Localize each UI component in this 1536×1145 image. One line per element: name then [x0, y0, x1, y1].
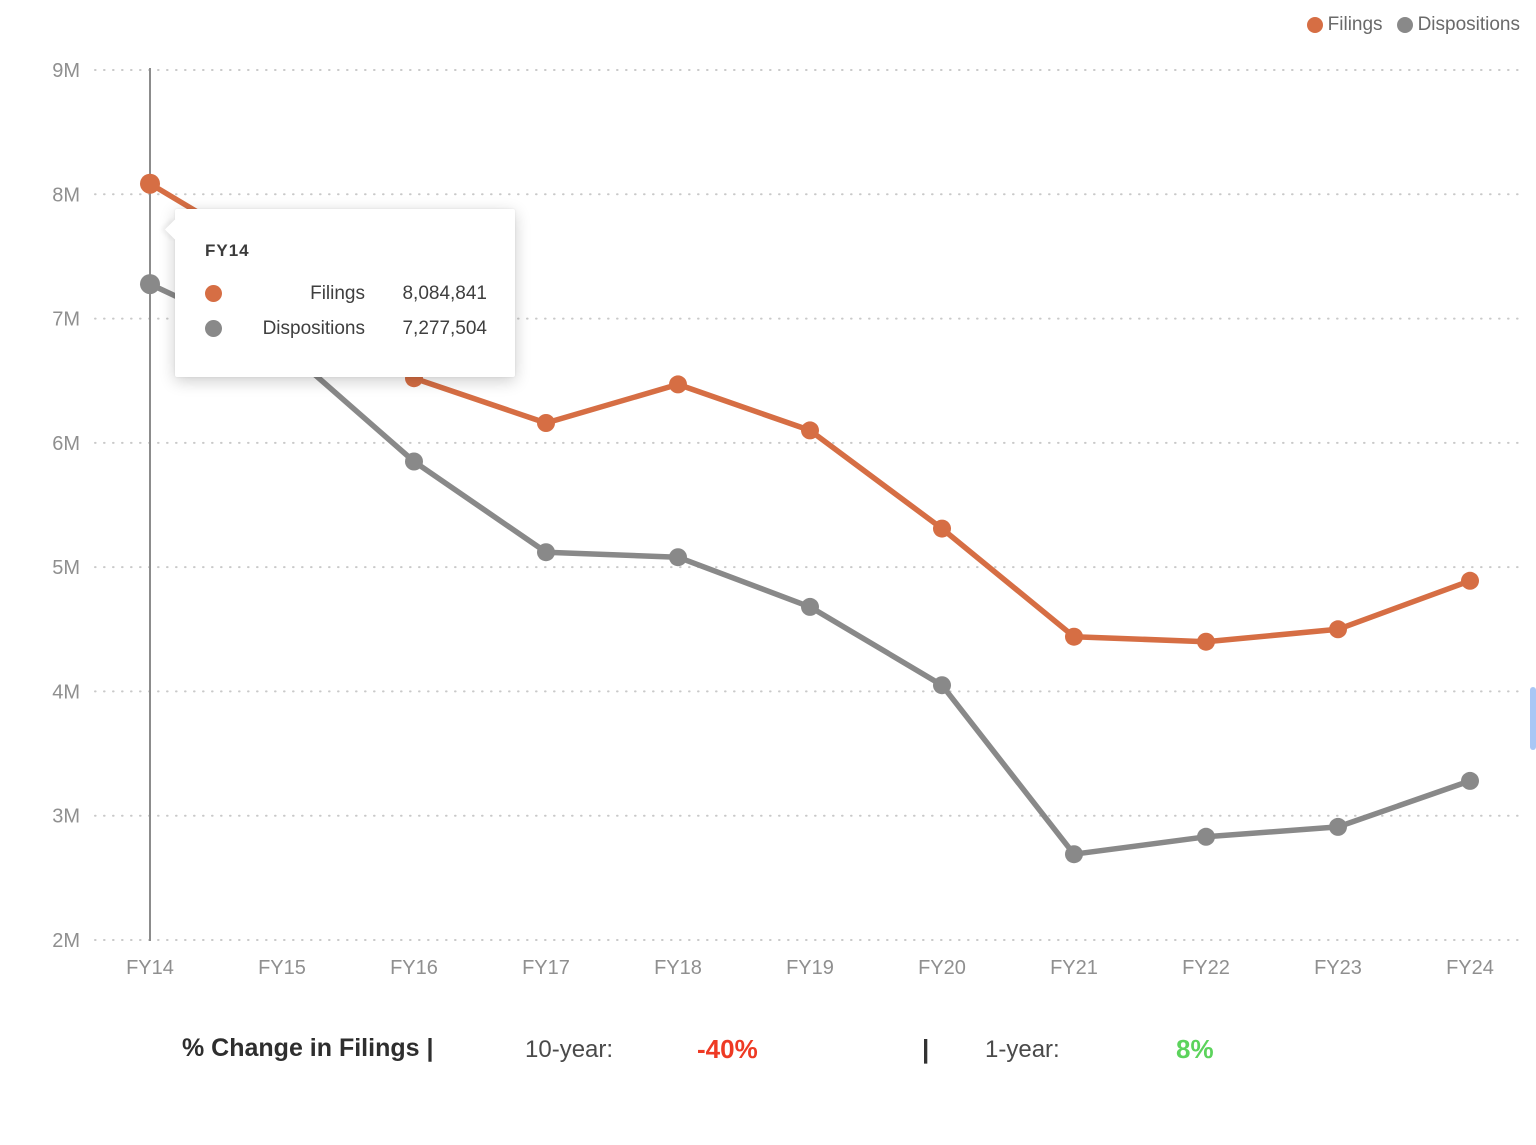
x-axis-label: FY19 [786, 957, 834, 979]
legend-item-dispositions[interactable]: Dispositions [1396, 14, 1520, 36]
tooltip-title: FY14 [205, 241, 250, 260]
x-axis-label: FY15 [258, 957, 306, 979]
x-axis-label: FY24 [1446, 957, 1494, 979]
x-axis-label: FY14 [126, 957, 174, 979]
series-dot-icon [205, 285, 222, 302]
pct-change-label: % Change in Filings | [182, 1034, 434, 1062]
x-axis-label: FY23 [1314, 957, 1362, 979]
y-axis-label: 4M [52, 681, 80, 703]
data-point-filings-fy21[interactable] [1065, 627, 1083, 646]
footer-stats: % Change in Filings | 10-year: -40% | 1-… [0, 1034, 1536, 1084]
data-point-dispositions-fy18[interactable] [669, 548, 687, 567]
data-point-dispositions-fy16[interactable] [405, 452, 423, 471]
legend-item-filings[interactable]: Filings [1306, 14, 1383, 36]
series-value: 8,084,841 [402, 282, 487, 304]
one-year-label: 1-year: [985, 1036, 1060, 1063]
data-point-dispositions-fy19[interactable] [801, 597, 819, 616]
series-dot-icon [205, 320, 222, 337]
data-point-filings-fy23[interactable] [1329, 620, 1347, 639]
legend-dot-icon [1306, 17, 1323, 33]
data-point-dispositions-fy17[interactable] [537, 543, 555, 562]
x-axis-label: FY17 [522, 957, 570, 979]
data-point-dispositions-fy23[interactable] [1329, 817, 1347, 836]
tooltip-rows: Filings 8,084,841 Dispositions 7,277,504 [205, 276, 487, 346]
footer-divider: | [922, 1034, 930, 1064]
data-point-filings-fy17[interactable] [537, 414, 555, 432]
y-axis-label: 3M [52, 806, 80, 828]
series-label: Filings [310, 282, 365, 304]
y-axis-label: 5M [52, 557, 80, 579]
data-point-filings-fy18[interactable] [669, 375, 687, 394]
x-axis-label: FY16 [390, 957, 438, 979]
chart-legend: Filings Dispositions [1306, 14, 1520, 36]
data-point-filings-fy22[interactable] [1197, 632, 1215, 651]
one-year-value: 8% [1176, 1034, 1214, 1064]
data-point-filings-fy14[interactable] [140, 173, 160, 194]
data-point-dispositions-fy22[interactable] [1197, 827, 1215, 846]
data-point-dispositions-fy24[interactable] [1461, 771, 1479, 790]
x-axis-label: FY22 [1182, 957, 1230, 979]
legend-label: Dispositions [1417, 14, 1520, 35]
line-chart[interactable]: 9M 8M 7M 6M 5M 4M 3M 2M FY14 FY15 FY16 FY17 FY18 FY19… [0, 0, 1536, 1000]
tooltip: FY14 Filings 8,084,841 Dispositions 7,277,5… [175, 209, 515, 377]
legend-label: Filings [1327, 14, 1383, 35]
data-point-filings-fy19[interactable] [801, 421, 819, 440]
data-point-filings-fy20[interactable] [933, 519, 951, 538]
x-axis-label: FY20 [918, 957, 966, 979]
y-axis-label: 8M [52, 184, 80, 206]
y-axis-label: 9M [52, 60, 80, 82]
series-label: Dispositions [262, 317, 365, 339]
x-axis-label: FY21 [1050, 957, 1098, 979]
x-axis-label: FY18 [654, 957, 702, 979]
data-point-dispositions-fy21[interactable] [1065, 845, 1083, 864]
series-value: 7,277,504 [402, 317, 487, 339]
data-point-dispositions-fy20[interactable] [933, 676, 951, 695]
tooltip-row: Dispositions 7,277,504 [205, 311, 487, 346]
data-point-filings-fy24[interactable] [1461, 571, 1479, 590]
ten-year-label: 10-year: [525, 1036, 614, 1063]
y-axis-label: 7M [52, 309, 80, 331]
legend-dot-icon [1396, 17, 1413, 33]
vertical-scrollbar-thumb[interactable] [1530, 687, 1536, 750]
tooltip-row: Filings 8,084,841 [205, 276, 487, 311]
data-point-dispositions-fy14[interactable] [140, 274, 160, 295]
y-axis-label: 6M [52, 433, 80, 455]
ten-year-value: -40% [697, 1034, 758, 1064]
y-axis-label: 2M [52, 930, 80, 952]
